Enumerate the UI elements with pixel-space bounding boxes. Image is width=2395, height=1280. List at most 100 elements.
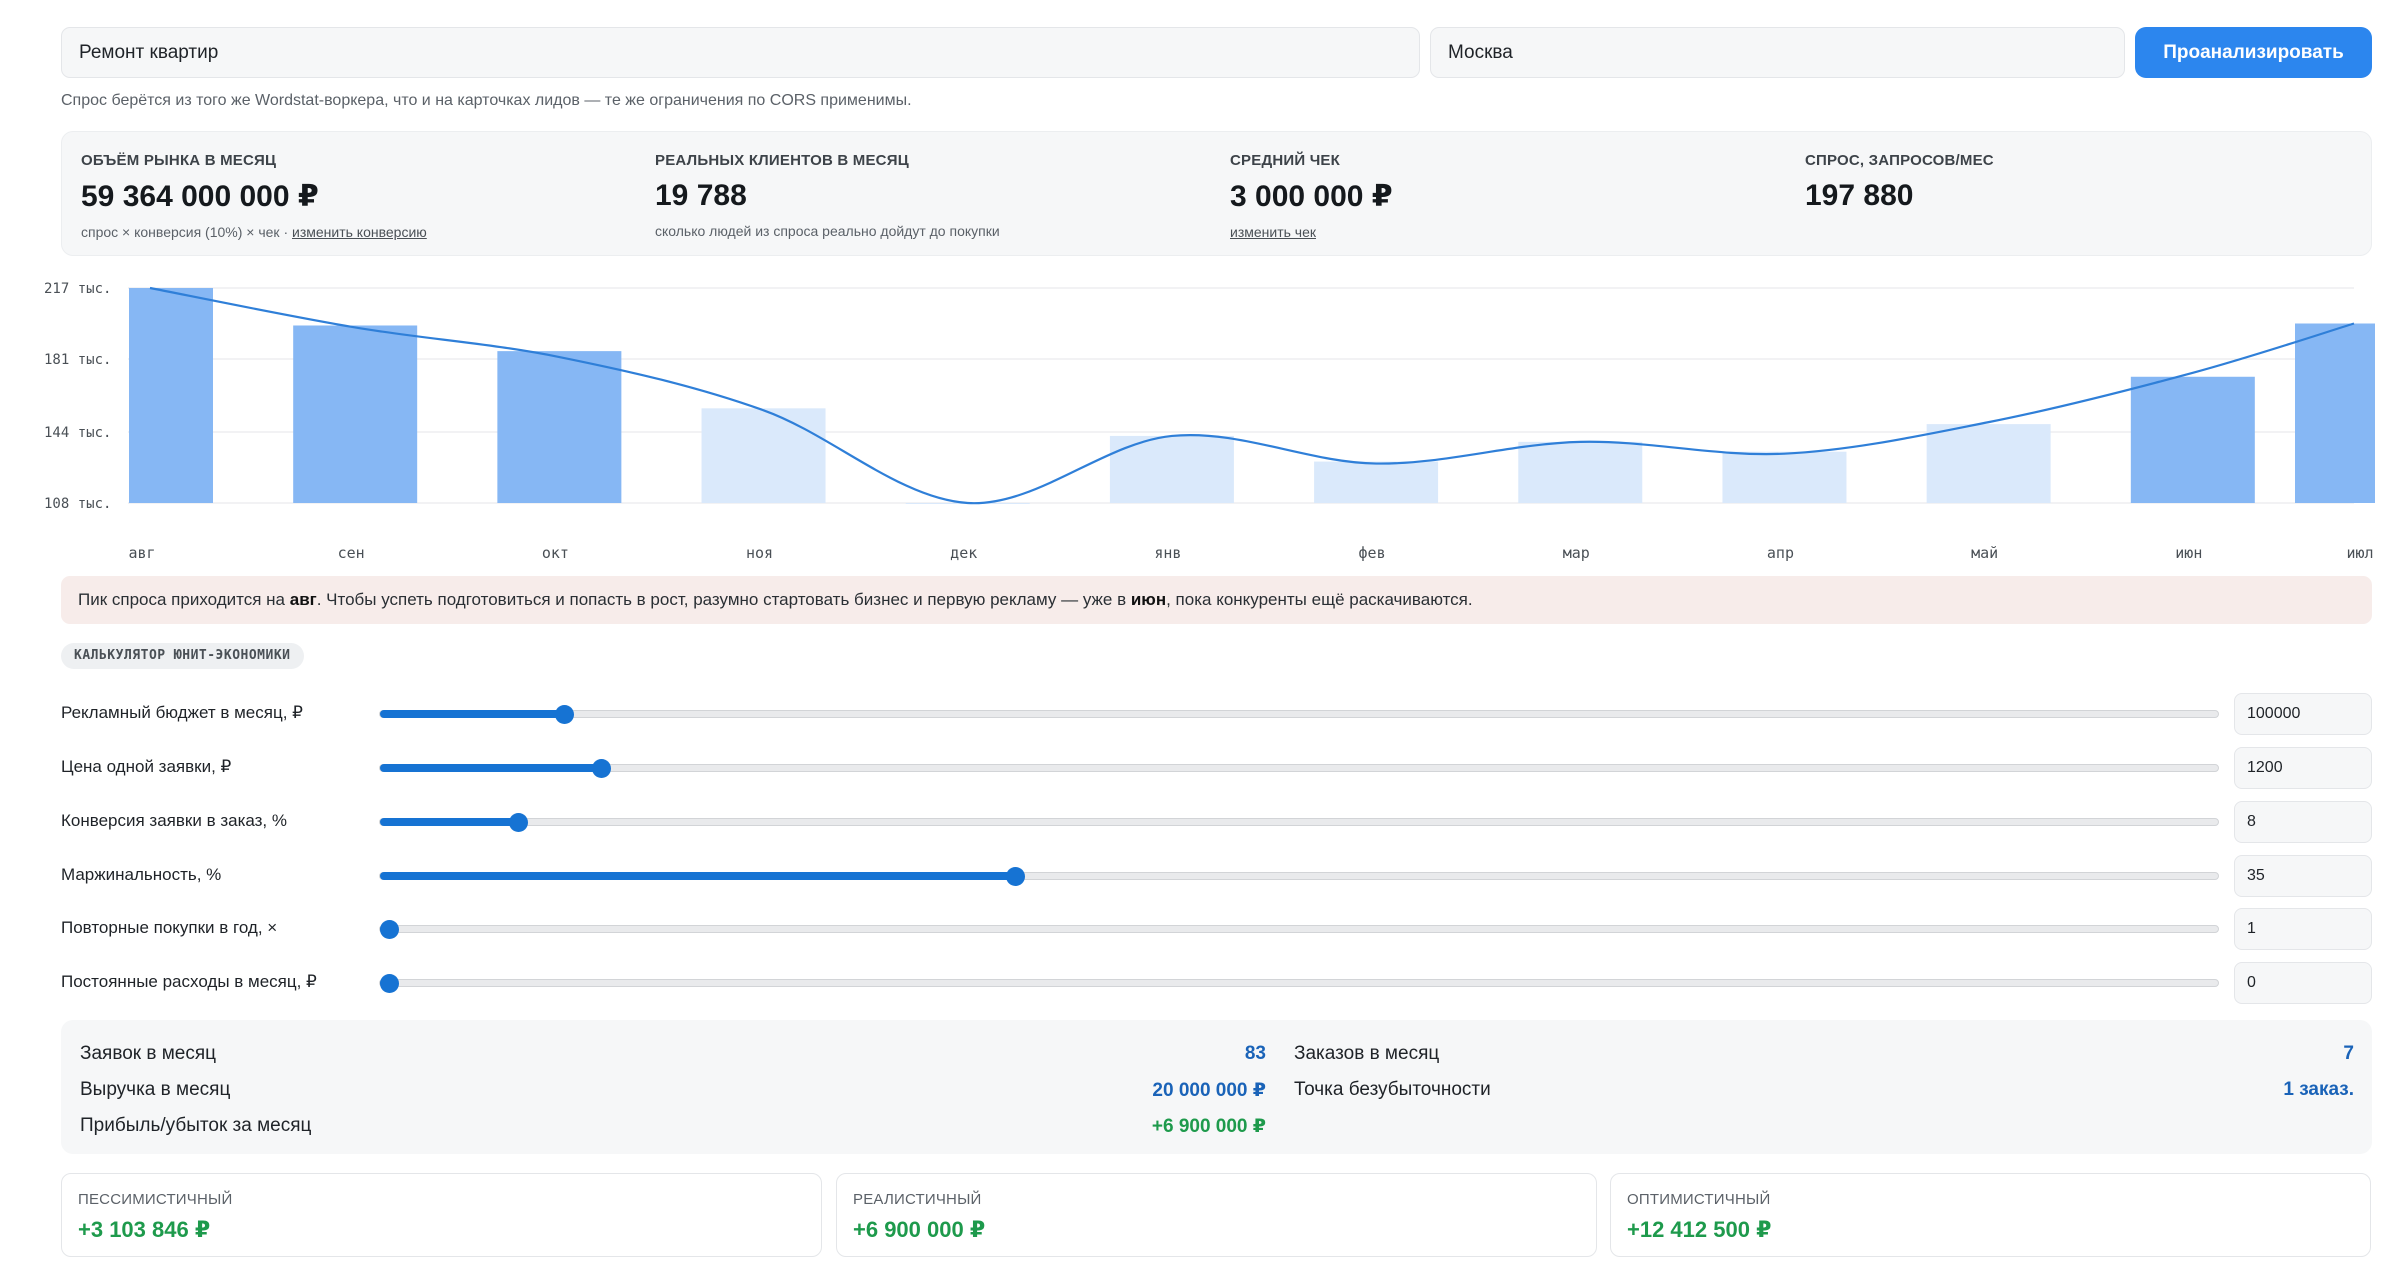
slider-value-input[interactable]: 0	[2234, 962, 2372, 1004]
demand-chart: 217 тыс. 181 тыс. 144 тыс. 108 тыс. авг сен ок…	[44, 281, 2375, 562]
slider-track[interactable]	[379, 813, 2219, 832]
profit-label: Прибыль/убыток за месяц	[80, 1115, 312, 1136]
metric-label: РЕАЛЬНЫХ КЛИЕНТОВ В МЕСЯЦ	[655, 152, 909, 169]
slider-label: Постоянные расходы в месяц, ₽	[61, 972, 317, 991]
analyze-button[interactable]: Проанализировать	[2135, 27, 2372, 78]
slider-handle[interactable]	[555, 705, 574, 724]
x-tick-label: дек	[950, 544, 977, 562]
slider-label: Повторные покупки в год, ×	[61, 918, 278, 937]
bar-мар	[1518, 441, 1643, 503]
metric-value: 59 364 000 000 ₽	[81, 180, 319, 213]
bar-июн	[2130, 376, 2255, 503]
slider-row: Повторные покупки в год, × 1	[61, 908, 2372, 950]
scenario-pessimistic: ПЕССИМИСТИЧНЫЙ +3 103 846 ₽	[61, 1173, 822, 1257]
peak-demand-banner: Пик спроса приходится на авг. Чтобы успе…	[61, 576, 2372, 624]
metric-value: 3 000 000 ₽	[1230, 180, 1393, 213]
x-tick-label: май	[1971, 544, 1998, 562]
metric-value: 19 788	[655, 179, 747, 212]
leads-label: Заявок в месяц	[80, 1043, 217, 1064]
x-tick-label: июн	[2175, 544, 2202, 562]
metric-label: СРЕДНИЙ ЧЕК	[1230, 152, 1340, 169]
x-tick-label: янв	[1154, 544, 1181, 562]
slider-fill	[380, 872, 1015, 880]
x-tick-label: апр	[1767, 544, 1794, 562]
slider-track[interactable]	[379, 920, 2219, 939]
trend-line	[149, 286, 2355, 505]
results-card: Заявок в месяц 83 Заказов в месяц 7 Выру…	[61, 1020, 2372, 1154]
bar-ноя	[701, 408, 826, 503]
slider-value-input[interactable]: 8	[2234, 801, 2372, 843]
y-tick-label: 108 тыс.	[44, 496, 111, 512]
slider-value-input[interactable]: 1200	[2234, 747, 2372, 789]
slider-label: Рекламный бюджет в месяц, ₽	[61, 703, 303, 722]
slider-fill	[380, 764, 601, 772]
slider-handle[interactable]	[380, 974, 399, 993]
bar-апр	[1722, 451, 1847, 503]
metric-value: 197 880	[1805, 179, 1914, 212]
slider-row: Рекламный бюджет в месяц, ₽ 100000	[61, 693, 2372, 735]
scenario-label: РЕАЛИСТИЧНЫЙ	[853, 1191, 982, 1208]
slider-track[interactable]	[379, 974, 2219, 993]
slider-value-input[interactable]: 35	[2234, 855, 2372, 897]
breakeven-label: Точка безубыточности	[1294, 1079, 1491, 1100]
slider-handle[interactable]	[592, 759, 611, 778]
x-tick-label: авг	[128, 544, 155, 562]
scenario-value: +12 412 500 ₽	[1627, 1217, 1772, 1242]
metrics-card: ОБЪЁМ РЫНКА В МЕСЯЦ 59 364 000 000 ₽ спр…	[61, 131, 2372, 256]
x-tick-label: окт	[542, 544, 569, 562]
slider-row: Постоянные расходы в месяц, ₽ 0	[61, 962, 2372, 1004]
y-tick-label: 217 тыс.	[44, 281, 111, 297]
slider-track[interactable]	[379, 867, 2219, 886]
calculator-tag: КАЛЬКУЛЯТОР ЮНИТ-ЭКОНОМИКИ	[61, 643, 304, 669]
x-tick-label: фев	[1359, 544, 1386, 562]
city-input[interactable]: Москва	[1430, 27, 2125, 78]
slider-track[interactable]	[379, 705, 2219, 724]
orders-value: 7	[2343, 1043, 2354, 1064]
scenario-label: ОПТИМИСТИЧНЫЙ	[1627, 1191, 1771, 1208]
revenue-label: Выручка в месяц	[80, 1079, 231, 1100]
slider-handle[interactable]	[380, 920, 399, 939]
breakeven-value: 1 заказ.	[2283, 1079, 2354, 1100]
x-tick-label: мар	[1563, 544, 1590, 562]
change-conversion-link[interactable]: изменить конверсию	[292, 224, 427, 240]
niche-query-input[interactable]: Ремонт квартир	[61, 27, 1420, 78]
y-tick-label: 144 тыс.	[44, 425, 111, 441]
banner-suffix: , пока конкуренты ещё раскачиваются.	[1166, 590, 1473, 609]
bar-авг	[129, 288, 213, 503]
bar-сен	[293, 325, 418, 503]
metric-sub: спрос × конверсия (10%) × чек · изменить…	[81, 224, 427, 240]
orders-label: Заказов в месяц	[1294, 1043, 1440, 1064]
metric-average-check: СРЕДНИЙ ЧЕК 3 000 000 ₽ изменить чек	[1230, 152, 1393, 240]
scenario-value: +3 103 846 ₽	[78, 1217, 211, 1242]
slider-fill	[380, 710, 564, 718]
source-note: Спрос берётся из того же Wordstat-воркер…	[61, 92, 912, 109]
scenario-realistic: РЕАЛИСТИЧНЫЙ +6 900 000 ₽	[836, 1173, 1597, 1257]
scenario-optimistic: ОПТИМИСТИЧНЫЙ +12 412 500 ₽	[1610, 1173, 2371, 1257]
bar-окт	[497, 351, 622, 503]
slider-handle[interactable]	[509, 813, 528, 832]
scenario-label: ПЕССИМИСТИЧНЫЙ	[78, 1191, 233, 1208]
metric-sub: сколько людей из спроса реально дойдут д…	[655, 223, 1000, 239]
metric-real-clients: РЕАЛЬНЫХ КЛИЕНТОВ В МЕСЯЦ 19 788 сколько…	[655, 152, 1000, 239]
bar-май	[1926, 424, 2051, 503]
slider-handle[interactable]	[1006, 867, 1025, 886]
bar-фев	[1314, 461, 1439, 503]
slider-value-input[interactable]: 1	[2234, 908, 2372, 950]
metric-label: ОБЪЁМ РЫНКА В МЕСЯЦ	[81, 152, 277, 169]
x-tick-label: июл	[2346, 544, 2373, 562]
revenue-value: 20 000 000 ₽	[1152, 1080, 1266, 1101]
search-row: Ремонт квартир Москва Проанализировать	[61, 27, 2372, 79]
profit-value: +6 900 000 ₽	[1151, 1116, 1266, 1137]
slider-label: Цена одной заявки, ₽	[61, 757, 232, 776]
slider-value-input[interactable]: 100000	[2234, 693, 2372, 735]
metric-label: СПРОС, ЗАПРОСОВ/МЕС	[1805, 152, 1994, 169]
slider-label: Маржинальность, %	[61, 865, 222, 884]
slider-row: Маржинальность, % 35	[61, 855, 2372, 897]
y-tick-label: 181 тыс.	[44, 352, 111, 368]
change-check-link[interactable]: изменить чек	[1230, 224, 1317, 240]
slider-row: Цена одной заявки, ₽ 1200	[61, 747, 2372, 789]
slider-label: Конверсия заявки в заказ, %	[61, 811, 287, 830]
slider-track[interactable]	[379, 759, 2219, 778]
metric-sub: изменить чек	[1230, 224, 1393, 240]
banner-start-month: июн	[1130, 590, 1167, 609]
